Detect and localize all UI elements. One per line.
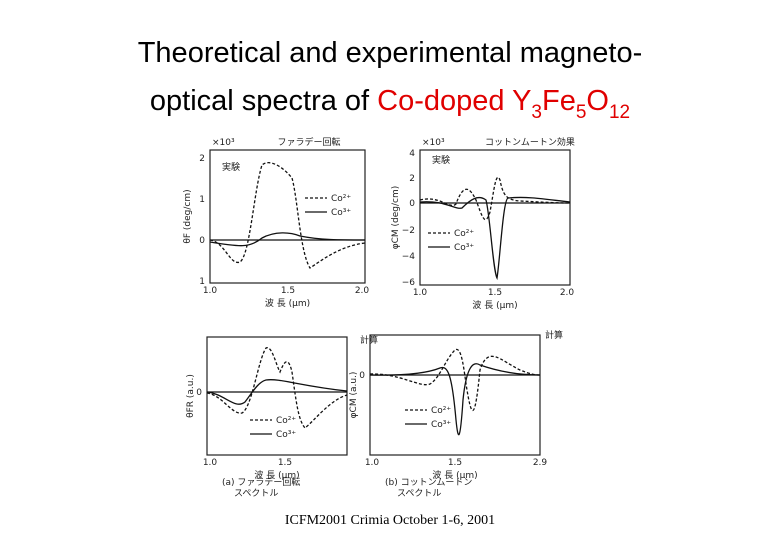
- panel-title: コットンムートン効果: [485, 136, 575, 148]
- curve: [206, 347, 348, 429]
- x-tick-label: 2.9: [533, 458, 548, 468]
- subscript: 12: [609, 102, 630, 123]
- x-tick-label: 1.5: [448, 458, 462, 468]
- y-tick-label: −6: [402, 278, 416, 288]
- x-axis-label: 波 長 (μm): [472, 299, 517, 311]
- legend-label: Co²⁺: [331, 194, 351, 204]
- title-red: Fe: [542, 85, 576, 117]
- caption: スペクトル: [397, 488, 441, 499]
- y-axis-label: θF (deg/cm): [183, 189, 193, 243]
- figure: [206, 149, 571, 456]
- axis-scale: ×10³: [212, 138, 235, 148]
- y-tick-label: 1: [199, 277, 205, 287]
- frame: [209, 149, 366, 284]
- y-tick-label: −4: [402, 252, 416, 262]
- x-tick-label: 1.0: [413, 288, 428, 298]
- x-tick-label: 1.5: [281, 286, 295, 296]
- x-tick-label: 1.0: [203, 458, 218, 468]
- curve: [209, 232, 366, 247]
- y-tick-label: −2: [402, 226, 415, 236]
- curve: [419, 196, 571, 281]
- legend-label: Co³⁺: [276, 430, 296, 440]
- x-axis-label: 波 長 (μm): [432, 469, 477, 481]
- legend-label: Co²⁺: [276, 416, 296, 426]
- y-tick-label: 2: [199, 154, 205, 164]
- curve: [209, 162, 366, 269]
- curve: [369, 363, 541, 436]
- x-axis-label: 波 長 (μm): [265, 297, 310, 309]
- curve: [419, 176, 571, 221]
- legend-label: Co³⁺: [431, 420, 451, 430]
- y-tick-label: 0: [359, 371, 365, 381]
- y-tick-label: 0: [196, 388, 202, 398]
- x-tick-label: 1.5: [278, 458, 292, 468]
- footer: ICFM2001 Crimia October 1-6, 2001: [285, 513, 495, 528]
- title-red: O: [586, 85, 609, 117]
- y-axis-label: φCM (deg/cm): [391, 186, 401, 250]
- panel-tag: 実験: [432, 154, 450, 166]
- panel-tag: 計算: [360, 334, 378, 346]
- x-axis-label: 波 長 (μm): [254, 469, 299, 481]
- legend-label: Co³⁺: [331, 208, 351, 218]
- x-tick-label: 1.0: [365, 458, 380, 468]
- frame: [206, 336, 348, 456]
- frame: [369, 334, 541, 456]
- caption: (b) コットンムートン: [385, 477, 472, 488]
- frame: [419, 149, 571, 286]
- x-tick-label: 2.0: [355, 286, 370, 296]
- legend-label: Co³⁺: [454, 243, 474, 253]
- curve: [206, 379, 348, 405]
- y-tick-label: 0: [199, 236, 205, 246]
- subscript: 3: [531, 102, 542, 123]
- panel-title: ファラデー回転: [278, 136, 341, 148]
- title-line: Theoretical and experimental magneto-: [138, 37, 643, 69]
- title-red: Co-doped Y: [377, 85, 531, 117]
- y-tick-label: 1: [199, 195, 205, 205]
- subscript: 5: [576, 102, 587, 123]
- x-tick-label: 1.5: [488, 288, 502, 298]
- y-axis-label: θFR (a.u.): [186, 374, 196, 418]
- axis-scale: ×10³: [422, 138, 445, 148]
- y-axis-label: φCM (a.u.): [349, 372, 359, 419]
- caption: スペクトル: [234, 488, 278, 499]
- y-tick-label: 0: [409, 199, 415, 209]
- x-tick-label: 1.0: [203, 286, 218, 296]
- caption: (a) ファラデー回転: [222, 476, 300, 488]
- panel-tag: 計算: [545, 329, 563, 341]
- y-tick-label: 4: [409, 149, 415, 159]
- title-text: optical spectra of: [150, 85, 377, 117]
- legend-label: Co²⁺: [454, 229, 474, 239]
- panel-tag: 実験: [222, 161, 240, 173]
- curve: [369, 348, 541, 411]
- x-tick-label: 2.0: [560, 288, 575, 298]
- title-line: optical spectra of Co-doped Y3Fe5O12: [150, 85, 630, 123]
- y-tick-label: 2: [409, 174, 415, 184]
- legend-label: Co²⁺: [431, 406, 451, 416]
